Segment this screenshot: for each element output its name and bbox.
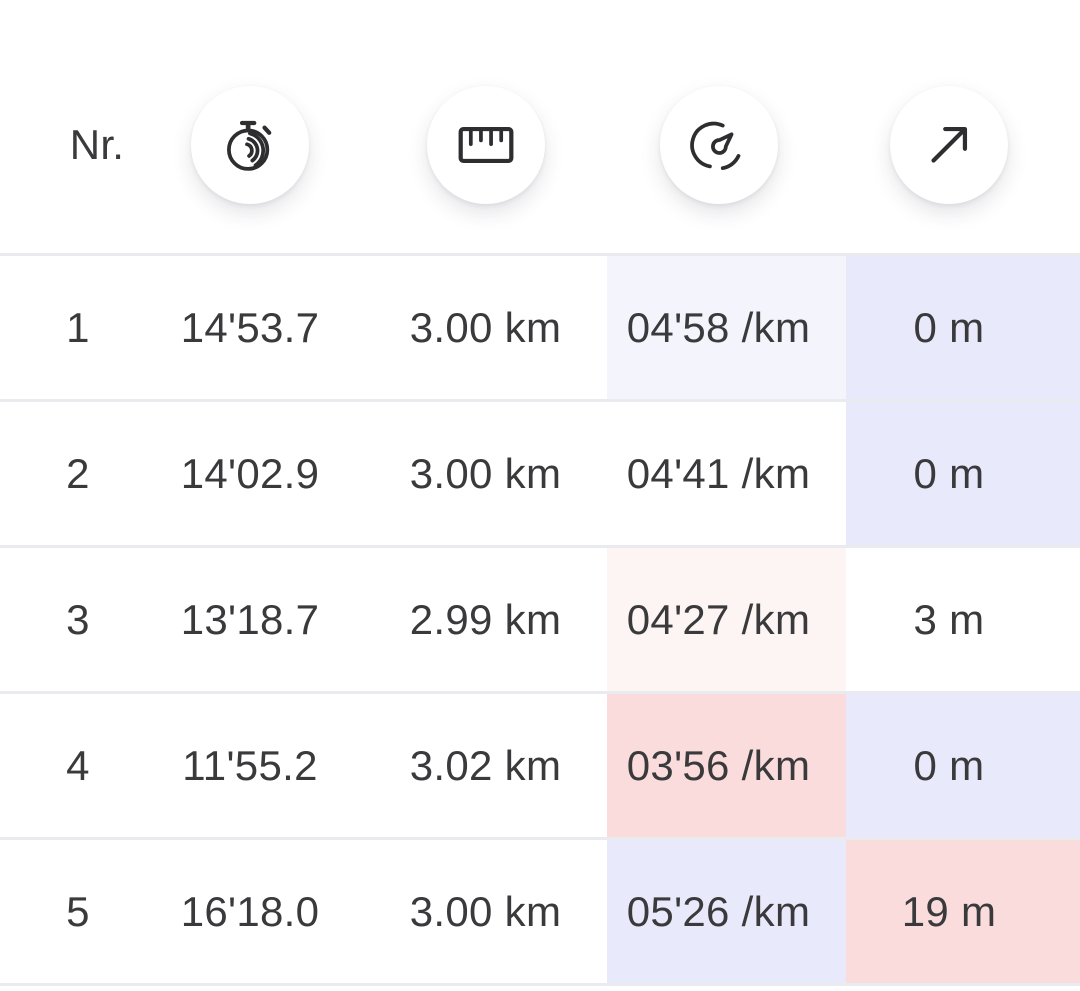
lap-row: 2 14'02.9 3.00 km 04'41 /km 0 m <box>0 402 1080 548</box>
lap-distance: 3.00 km <box>409 887 562 935</box>
lap-duration: 13'18.7 <box>180 595 320 643</box>
lap-distance: 3.00 km <box>409 449 562 497</box>
lap-ascent: 0 m <box>846 694 1080 837</box>
lap-row: 3 13'18.7 2.99 km 04'27 /km 3 m <box>0 548 1080 694</box>
lap-number: 3 <box>66 595 90 643</box>
pace-column-header <box>607 85 846 204</box>
duration-column-button[interactable] <box>191 85 309 204</box>
lap-duration: 16'18.0 <box>180 887 320 935</box>
lap-distance: 2.99 km <box>409 595 562 643</box>
lap-distance: 3.00 km <box>409 303 562 351</box>
lap-pace: 04'41 /km <box>626 449 811 497</box>
lap-distance: 3.02 km <box>409 741 562 789</box>
lap-pace: 03'56 /km <box>607 694 846 837</box>
lap-row: 1 14'53.7 3.00 km 04'58 /km 0 m <box>0 256 1080 402</box>
lap-ascent: 3 m <box>913 595 985 643</box>
lap-ascent: 19 m <box>846 840 1080 983</box>
pace-column-button[interactable] <box>659 85 778 204</box>
lap-number: 5 <box>66 887 90 935</box>
lap-duration: 14'53.7 <box>180 303 320 351</box>
lap-number: 2 <box>66 449 90 497</box>
lap-pace: 04'58 /km <box>607 256 846 399</box>
laps-table-body: 1 14'53.7 3.00 km 04'58 /km 0 m 2 14'02.… <box>0 256 1080 986</box>
ruler-icon <box>456 115 516 175</box>
distance-column-button[interactable] <box>426 85 545 204</box>
laps-table-header: Nr. <box>0 0 1080 256</box>
distance-column-header <box>324 85 607 204</box>
duration-column-header <box>176 85 324 204</box>
lap-ascent: 0 m <box>846 256 1080 399</box>
lap-row: 4 11'55.2 3.02 km 03'56 /km 0 m <box>0 694 1080 840</box>
nr-column-header: Nr. <box>0 121 176 169</box>
lap-duration: 11'55.2 <box>182 741 318 789</box>
lap-row: 5 16'18.0 3.00 km 05'26 /km 19 m <box>0 840 1080 986</box>
lap-ascent: 0 m <box>846 402 1080 545</box>
ascent-column-header <box>846 85 1080 204</box>
lap-number: 1 <box>66 303 90 351</box>
arrow-up-right-icon <box>919 115 979 175</box>
stopwatch-icon <box>220 115 280 175</box>
lap-duration: 14'02.9 <box>180 449 320 497</box>
ascent-column-button[interactable] <box>890 85 1008 204</box>
lap-pace: 04'27 /km <box>607 548 846 691</box>
nr-column-label: Nr. <box>69 120 125 168</box>
speedometer-icon <box>689 115 749 175</box>
lap-pace: 05'26 /km <box>607 840 846 983</box>
lap-number: 4 <box>66 741 90 789</box>
